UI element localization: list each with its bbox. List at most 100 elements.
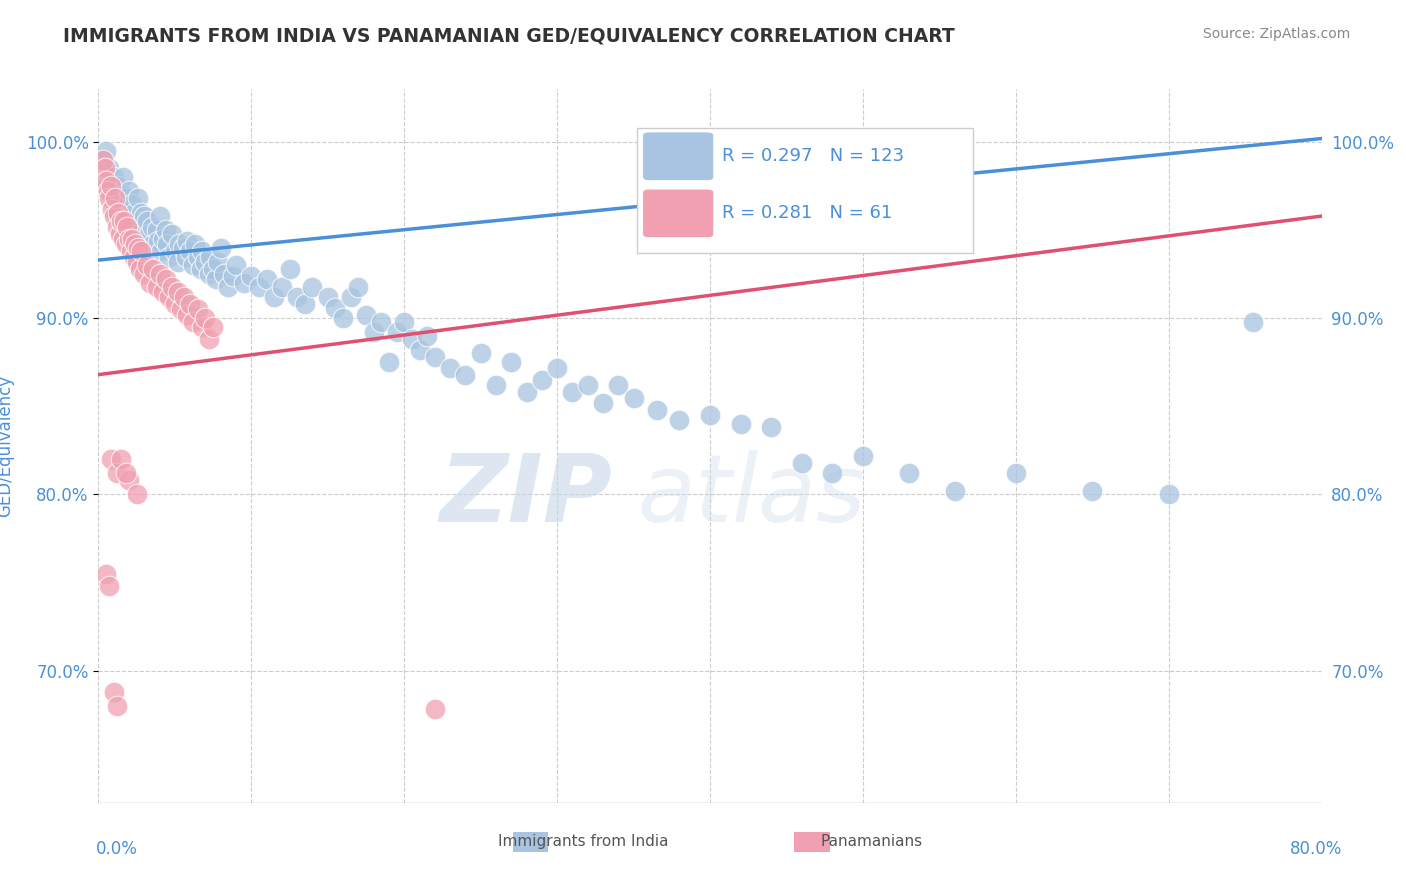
Point	[174, 250, 197, 264]
Point	[416, 329, 439, 343]
Point	[101, 188, 124, 202]
Point	[94, 566, 117, 581]
Point	[943, 483, 966, 498]
Point	[225, 259, 247, 273]
Point	[100, 179, 122, 194]
Point	[152, 232, 174, 246]
FancyBboxPatch shape	[643, 189, 714, 237]
Point	[668, 413, 690, 427]
Point	[112, 188, 135, 202]
Point	[118, 185, 141, 199]
Point	[197, 267, 219, 281]
Point	[332, 311, 354, 326]
Point	[139, 276, 162, 290]
Point	[91, 153, 114, 167]
Point	[392, 315, 416, 329]
Point	[97, 185, 120, 199]
Point	[112, 214, 135, 228]
Point	[121, 232, 143, 246]
Point	[592, 396, 614, 410]
Point	[120, 214, 142, 228]
Text: IMMIGRANTS FROM INDIA VS PANAMANIAN GED/EQUIVALENCY CORRELATION CHART: IMMIGRANTS FROM INDIA VS PANAMANIAN GED/…	[63, 27, 955, 45]
Point	[149, 209, 172, 223]
Point	[294, 297, 316, 311]
Point	[354, 308, 377, 322]
Point	[501, 355, 523, 369]
Text: ZIP: ZIP	[439, 450, 612, 542]
Point	[115, 237, 138, 252]
Point	[1004, 467, 1026, 481]
Point	[145, 223, 167, 237]
Point	[645, 403, 668, 417]
Point	[160, 279, 183, 293]
Point	[423, 350, 446, 364]
Point	[176, 308, 198, 322]
Point	[439, 360, 461, 375]
Point	[370, 315, 392, 329]
Point	[120, 244, 142, 259]
Point	[205, 272, 228, 286]
Point	[212, 267, 235, 281]
Point	[128, 219, 150, 234]
Point	[401, 332, 423, 346]
Point	[176, 234, 198, 248]
Point	[607, 378, 630, 392]
Point	[378, 355, 401, 369]
Point	[247, 279, 270, 293]
Point	[561, 385, 583, 400]
Point	[157, 290, 180, 304]
Point	[1157, 487, 1180, 501]
Point	[470, 346, 492, 360]
Point	[107, 205, 129, 219]
Point	[93, 161, 115, 176]
Point	[347, 279, 370, 293]
Point	[167, 285, 190, 299]
Point	[125, 487, 148, 501]
Point	[167, 255, 190, 269]
Point	[122, 250, 145, 264]
Point	[1241, 315, 1264, 329]
Point	[263, 290, 285, 304]
Point	[94, 144, 117, 158]
FancyBboxPatch shape	[637, 128, 973, 253]
Point	[124, 237, 146, 252]
Point	[285, 290, 308, 304]
Point	[169, 237, 191, 252]
Point	[202, 320, 225, 334]
Point	[191, 320, 214, 334]
Point	[172, 241, 194, 255]
Point	[821, 467, 844, 481]
Point	[100, 179, 122, 194]
Point	[145, 279, 167, 293]
Point	[576, 378, 599, 392]
Point	[385, 326, 408, 340]
Point	[207, 255, 229, 269]
Point	[134, 209, 156, 223]
Point	[194, 311, 217, 326]
Point	[129, 205, 152, 219]
Point	[1081, 483, 1104, 498]
Text: 80.0%: 80.0%	[1291, 840, 1343, 858]
Point	[240, 268, 263, 283]
Point	[118, 474, 141, 488]
Point	[150, 244, 173, 259]
Point	[160, 227, 183, 241]
Point	[146, 234, 169, 248]
Point	[423, 702, 446, 716]
Point	[122, 205, 145, 219]
Point	[129, 244, 152, 259]
Text: Source: ZipAtlas.com: Source: ZipAtlas.com	[1202, 27, 1350, 41]
Text: R = 0.297   N = 123: R = 0.297 N = 123	[723, 146, 904, 164]
Point	[516, 385, 538, 400]
Point	[790, 456, 813, 470]
Point	[191, 244, 214, 259]
Point	[232, 276, 254, 290]
Point	[187, 250, 209, 264]
Point	[117, 219, 139, 234]
Point	[136, 259, 159, 273]
Point	[127, 191, 149, 205]
Point	[157, 250, 180, 264]
Point	[155, 223, 177, 237]
Point	[209, 241, 232, 255]
Point	[110, 214, 132, 228]
